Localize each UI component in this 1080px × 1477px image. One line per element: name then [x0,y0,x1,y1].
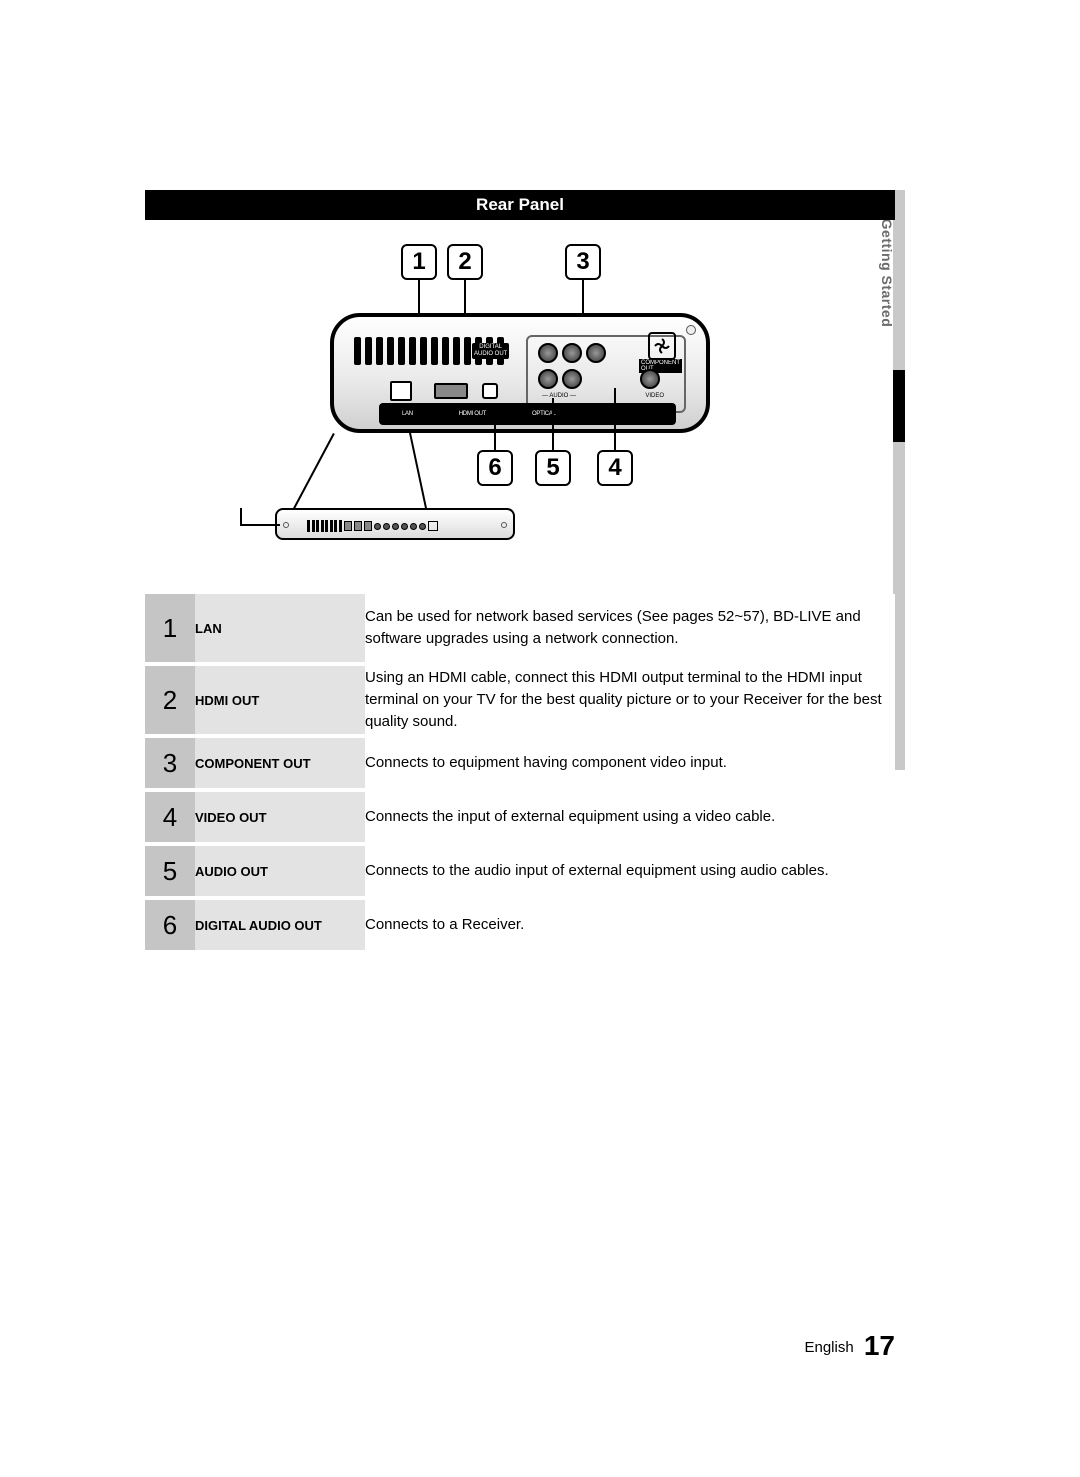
cable-line [240,508,242,526]
rear-panel-diagram: 1 2 3 DIGITAL AUDIO OUT COMPONENT OUT — … [145,228,895,558]
row-description: Connects to the audio input of external … [365,846,895,896]
zoom-line-left [293,433,335,510]
table-row: 1LANCan be used for network based servic… [145,594,895,662]
video-label: VIDEO [645,393,664,399]
row-label: HDMI OUT [195,666,365,734]
tiny-rca [410,523,417,530]
callout-6: 6 [477,450,513,486]
row-number: 4 [145,792,195,842]
lan-port [390,381,412,401]
callout-6-line [494,410,496,450]
callout-1: 1 [401,244,437,280]
connector-table: 1LANCan be used for network based servic… [145,594,895,950]
device-rear-small [275,508,515,540]
hdmi-label: HDMI OUT [459,411,486,417]
tiny-rca [419,523,426,530]
table-row: 6DIGITAL AUDIO OUTConnects to a Receiver… [145,900,895,950]
screw-icon [283,522,289,528]
callout-4-line [614,388,616,450]
component-rca [538,343,558,363]
port-label-strip: LAN HDMI OUT OPTICAL x x [379,403,676,425]
audio-rca [562,369,582,389]
table-row: 2HDMI OUTUsing an HDMI cable, connect th… [145,666,895,734]
screw-icon [501,522,507,528]
section-header: Rear Panel [145,190,895,220]
row-label: LAN [195,594,365,662]
row-description: Connects the input of external equipment… [365,792,895,842]
page-footer: English 17 [804,1330,895,1362]
row-number: 3 [145,738,195,788]
row-description: Using an HDMI cable, connect this HDMI o… [365,666,895,734]
table-row: 3COMPONENT OUTConnects to equipment havi… [145,738,895,788]
tiny-port [344,521,352,531]
row-description: Connects to a Receiver. [365,900,895,950]
callout-4: 4 [597,450,633,486]
audio-label: — AUDIO — [542,393,576,399]
component-rca [586,343,606,363]
row-description: Connects to equipment having component v… [365,738,895,788]
audio-rca [538,369,558,389]
footer-page-number: 17 [864,1330,895,1361]
hdmi-port [434,383,468,399]
tiny-port [354,521,362,531]
row-number: 2 [145,666,195,734]
tiny-rca [383,523,390,530]
fan-icon [648,332,676,360]
row-number: 6 [145,900,195,950]
footer-language: English [804,1339,853,1356]
row-number: 1 [145,594,195,662]
cable-line [240,524,280,526]
row-description: Can be used for network based services (… [365,594,895,662]
row-label: AUDIO OUT [195,846,365,896]
tiny-port [364,521,372,531]
vent-slots-small [307,520,342,532]
zoom-line-right [409,433,428,514]
device-rear-enlarged: DIGITAL AUDIO OUT COMPONENT OUT — AUDIO … [330,313,710,433]
table-row: 5AUDIO OUTConnects to the audio input of… [145,846,895,896]
tiny-fan [428,521,438,531]
video-rca [640,369,660,389]
tiny-rca [374,523,381,530]
tiny-rca [392,523,399,530]
row-label: VIDEO OUT [195,792,365,842]
row-number: 5 [145,846,195,896]
tiny-rca [401,523,408,530]
lan-label: LAN [402,411,413,417]
component-rca [562,343,582,363]
optical-port [482,383,498,399]
row-label: COMPONENT OUT [195,738,365,788]
callout-3: 3 [565,244,601,280]
row-label: DIGITAL AUDIO OUT [195,900,365,950]
digital-audio-label: DIGITAL AUDIO OUT [472,343,509,359]
callout-5: 5 [535,450,571,486]
section-title: Rear Panel [476,195,564,214]
callout-2: 2 [447,244,483,280]
page-content: Rear Panel 1 2 3 DIGITAL AUDIO OUT COMPO… [145,190,895,950]
table-row: 4VIDEO OUTConnects the input of external… [145,792,895,842]
screw-icon [686,325,696,335]
callout-5-line [552,398,554,450]
